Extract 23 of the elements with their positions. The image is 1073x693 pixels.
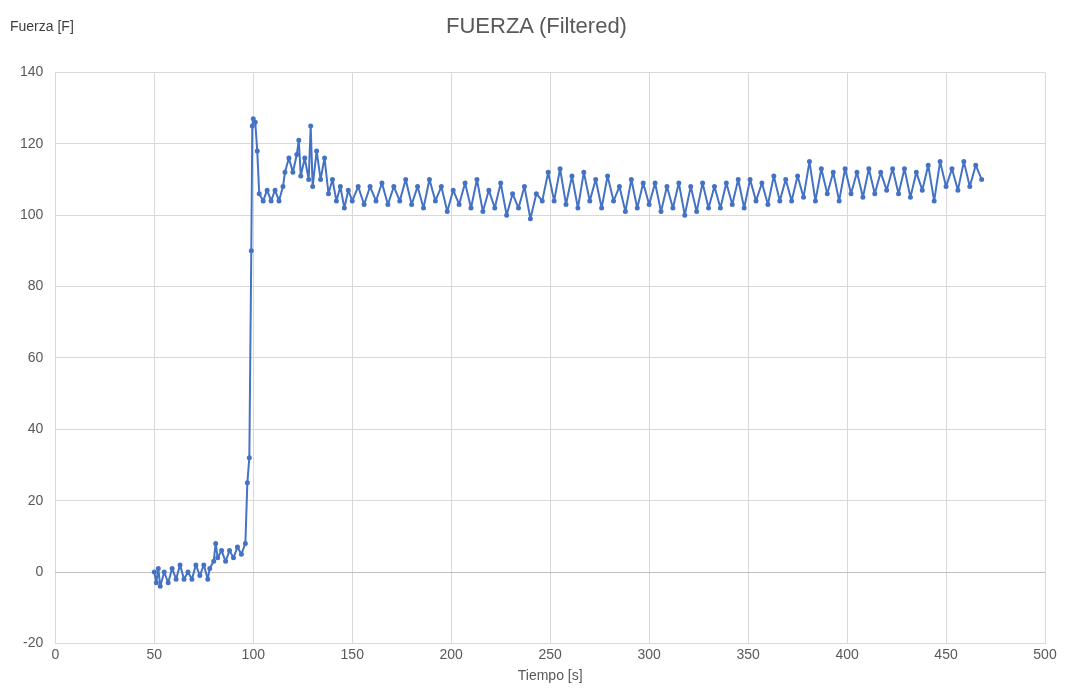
- y-tick-label: 40: [27, 420, 44, 437]
- x-tick-label: 100: [241, 645, 266, 662]
- y-tick-label: 20: [27, 491, 44, 508]
- x-tick-label: 400: [835, 645, 859, 662]
- x-tick-label: 0: [51, 645, 60, 662]
- y-tick-label: 80: [27, 277, 44, 294]
- y-tick-label: -20: [23, 634, 44, 651]
- x-tick-label: 350: [736, 645, 760, 662]
- x-tick-label: 200: [439, 645, 464, 662]
- chart-title: FUERZA (Filtered): [446, 13, 627, 38]
- x-tick-label: 150: [340, 645, 365, 662]
- y-axis-title: Fuerza [F]: [10, 18, 74, 34]
- y-tick-label: 120: [20, 134, 44, 151]
- y-tick-label: 0: [35, 562, 44, 579]
- x-tick-label: 300: [637, 645, 662, 662]
- x-tick-label: 250: [538, 645, 563, 662]
- x-tick-label: 500: [1033, 645, 1057, 662]
- y-tick-label: 100: [20, 206, 44, 223]
- x-tick-label: 50: [146, 645, 163, 662]
- x-tick-label: 450: [934, 645, 958, 662]
- y-tick-label: 60: [27, 348, 44, 365]
- y-tick-label: 140: [20, 63, 44, 80]
- x-axis-title: Tiempo [s]: [517, 667, 583, 684]
